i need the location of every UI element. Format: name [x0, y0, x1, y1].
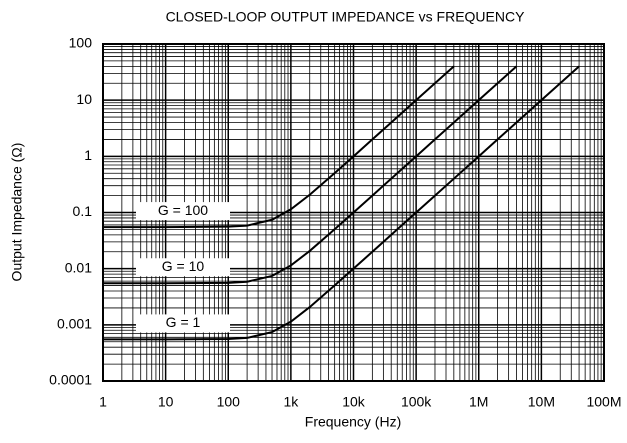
- series-line: [103, 65, 455, 229]
- series-label-bg: [136, 314, 230, 333]
- x-tick-label: 100k: [401, 394, 432, 410]
- y-axis-label: Output Impedance (Ω): [9, 143, 25, 282]
- series-label-bg: [136, 202, 230, 221]
- chart-title: CLOSED-LOOP OUTPUT IMPEDANCE vs FREQUENC…: [166, 9, 526, 25]
- y-tick-label: 0.001: [57, 316, 92, 332]
- x-tick-label: 1: [99, 394, 107, 410]
- x-tick-label: 10k: [342, 394, 366, 410]
- x-tick-label: 10: [158, 394, 174, 410]
- x-tick-label: 1M: [469, 394, 488, 410]
- x-tick-label: 100: [217, 394, 241, 410]
- series-label: G = 10: [162, 258, 205, 274]
- y-tick-label: 1: [84, 147, 92, 163]
- x-tick-label: 1k: [283, 394, 299, 410]
- x-tick-label: 10M: [528, 394, 555, 410]
- series-line: [103, 65, 580, 341]
- series-label: G = 1: [166, 314, 201, 330]
- y-tick-label: 100: [69, 35, 93, 51]
- series-label-bg: [136, 258, 230, 277]
- y-tick-label: 10: [76, 91, 92, 107]
- series-line: [103, 65, 518, 285]
- series-label: G = 100: [158, 202, 208, 218]
- y-tick-label: 0.0001: [49, 372, 92, 388]
- y-tick-label: 0.1: [73, 203, 93, 219]
- plot-frame: [102, 43, 605, 382]
- y-tick-label: 0.01: [65, 259, 92, 275]
- x-axis-label: Frequency (Hz): [305, 414, 401, 430]
- x-tick-label: 100M: [586, 394, 621, 410]
